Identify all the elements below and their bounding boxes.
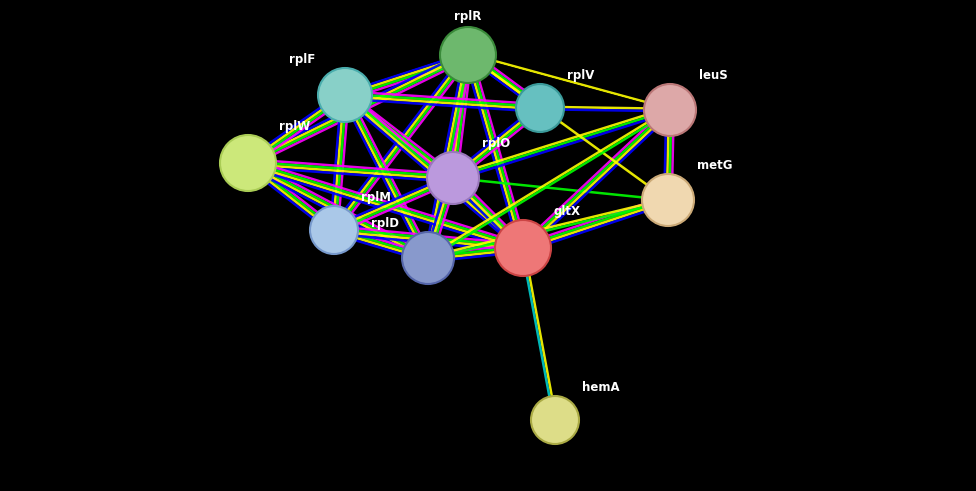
Text: rplF: rplF [289,53,315,66]
Text: hemA: hemA [582,381,620,394]
Circle shape [318,68,372,122]
Text: gltX: gltX [554,205,581,218]
Text: rplD: rplD [371,217,399,230]
Circle shape [440,27,496,83]
Circle shape [427,152,479,204]
Circle shape [642,174,694,226]
Text: rplO: rplO [482,137,510,150]
Text: rplW: rplW [279,120,310,133]
Circle shape [310,206,358,254]
Circle shape [516,84,564,132]
Text: leuS: leuS [699,69,728,82]
Text: rplR: rplR [454,10,482,23]
Circle shape [644,84,696,136]
Circle shape [531,396,579,444]
Text: metG: metG [697,159,733,172]
Circle shape [495,220,551,276]
Circle shape [220,135,276,191]
Text: rplM: rplM [361,191,391,204]
Text: rplV: rplV [567,69,594,82]
Circle shape [402,232,454,284]
